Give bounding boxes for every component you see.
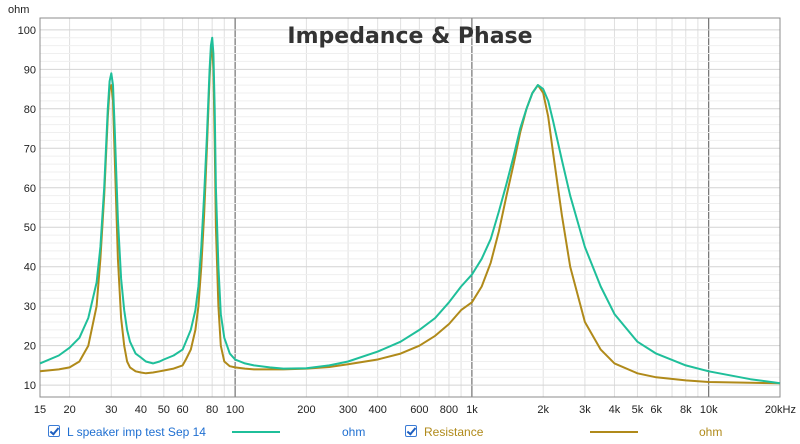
series-group	[39, 36, 781, 385]
series-1-checkbox[interactable]	[48, 425, 60, 437]
series-2-unit: ohm	[699, 425, 723, 439]
x-tick-label: 3k	[579, 404, 591, 416]
x-tick-label: 80	[206, 404, 218, 416]
x-tick-label: 300	[339, 404, 357, 416]
x-tick-label: 8k	[680, 404, 692, 416]
x-tick-label: 50	[158, 404, 170, 416]
x-tick-label: 10k	[700, 404, 718, 416]
x-tick-label: 30	[105, 404, 117, 416]
series-2-name: Resistance	[424, 425, 484, 439]
series-1-unit: ohm	[342, 425, 366, 439]
y-tick-label: 60	[24, 183, 36, 195]
series-line-1	[39, 36, 781, 385]
series-line-2	[39, 44, 781, 385]
x-tick-label: 5k	[632, 404, 644, 416]
y-tick-label: 70	[24, 143, 36, 155]
x-tick-label: 20	[63, 404, 75, 416]
y-tick-label: 20	[24, 341, 36, 353]
y-tick-label: 40	[24, 262, 36, 274]
y-tick-label: 90	[24, 64, 36, 76]
grid	[40, 18, 781, 397]
y-tick-label: 30	[24, 301, 36, 313]
y-ticks: 10 20 30 40 50 60 70 80 90 100	[18, 25, 36, 392]
series-1-name: L speaker imp test Sep 14	[67, 425, 206, 439]
x-tick-label: 6k	[650, 404, 662, 416]
y-tick-label: 80	[24, 104, 36, 116]
y-tick-label: 50	[24, 222, 36, 234]
plot-area	[39, 17, 781, 398]
series-2-swatch	[590, 431, 638, 433]
y-tick-label: 10	[24, 380, 36, 392]
x-tick-label: 100	[226, 404, 244, 416]
x-tick-label: 2k	[537, 404, 549, 416]
x-ticks: 15 20 30 40 50 60 80 100 200 300 400 600 800 1k 2k 3k 4k…	[34, 404, 796, 416]
x-tick-label: 60	[176, 404, 188, 416]
x-tick-label: 1k	[466, 404, 478, 416]
x-tick-label: 400	[368, 404, 386, 416]
x-tick-label: 20kHz	[765, 404, 796, 416]
legend: L speaker imp test Sep 14 ohm Resistance…	[0, 420, 800, 444]
impedance-chart: ohm 10 20 30 40 50 60 70 80 90 100 15 20 30 40 50 60 80…	[8, 4, 796, 416]
x-tick-label: 15	[34, 404, 46, 416]
x-tick-label: 4k	[609, 404, 621, 416]
x-tick-label: 40	[135, 404, 147, 416]
x-tick-label: 600	[410, 404, 428, 416]
series-2-checkbox[interactable]	[405, 425, 417, 437]
x-tick-label: 200	[297, 404, 315, 416]
x-tick-label: 800	[440, 404, 458, 416]
y-axis-label: ohm	[8, 4, 29, 16]
chart-title: Impedance & Phase	[287, 24, 532, 49]
series-1-swatch	[232, 431, 280, 433]
y-tick-label: 100	[18, 25, 36, 37]
